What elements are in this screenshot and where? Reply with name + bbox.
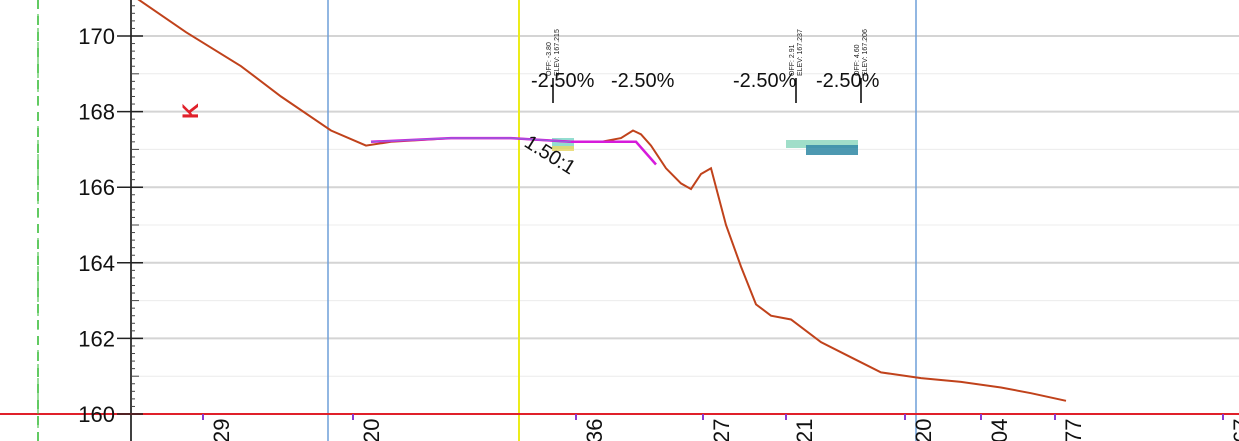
offset-marker-0: OFF: -3.80 ELEV: 167.215 (546, 29, 561, 103)
pavement-layer-left-base (552, 146, 574, 151)
offset-marker-elev-label: ELEV: 167.206 (862, 29, 869, 76)
offset-marker-offset-label: OFF: 2.91 (789, 44, 796, 76)
slope-label-1: -2.50% (611, 70, 675, 92)
offset-markers: OFF: -3.80 ELEV: 167.215 OFF: 2.91 ELEV: 16… (546, 29, 869, 103)
slope-labels: -2.50% -2.50% -2.50% -2.50%1.50:1 (520, 70, 879, 179)
x-tick-label-1: 20 (359, 419, 384, 441)
vertical-lines (37, 0, 917, 441)
pavement-layer-right-subbase (806, 145, 858, 155)
x-tick-label-8: 67 (1229, 419, 1239, 441)
offset-marker-offset-label: OFF: -3.80 (546, 42, 553, 76)
y-tick-label: 168 (78, 100, 115, 125)
slope-label-0: -2.50% (531, 70, 595, 92)
slope-label-3: -2.50% (816, 70, 880, 92)
y-tick-label: 170 (78, 24, 115, 49)
offset-marker-elev-label: ELEV: 167.215 (554, 29, 561, 76)
offset-marker-offset-label: OFF: 4.60 (854, 44, 861, 76)
x-ticks: 29 20 36 27 21 20 04 77 67 (202, 414, 1239, 441)
x-tick-label-6: 04 (987, 419, 1012, 441)
grid (131, 35, 1239, 377)
y-axis-title-fragment: K (178, 103, 203, 119)
ground-profile-line (137, 0, 1067, 402)
x-tick-label-7: 77 (1061, 419, 1086, 441)
design-section-line-overlay (370, 137, 572, 143)
x-tick-label-4: 21 (792, 419, 817, 441)
x-tick-label-0: 29 (209, 419, 234, 441)
y-tick-label: 164 (78, 251, 115, 276)
series (137, 0, 1067, 402)
offset-marker-elev-label: ELEV: 167.237 (797, 29, 804, 76)
y-tick-label: 160 (78, 402, 115, 427)
y-tick-label: 166 (78, 175, 115, 200)
design-section-line (370, 136, 657, 166)
pavement-layer-right (786, 140, 858, 148)
offset-marker-2: OFF: 4.60 ELEV: 167.206 (854, 29, 869, 103)
x-tick-label-2: 36 (582, 419, 607, 441)
slope-label-2: -2.50% (733, 70, 797, 92)
pavement-structure (552, 138, 858, 155)
x-tick-label-3: 27 (709, 419, 734, 441)
y-tick-label: 162 (78, 326, 115, 351)
offset-marker-1: OFF: 2.91 ELEV: 167.237 (789, 29, 804, 103)
pavement-layer-left (552, 138, 574, 149)
x-tick-label-5: 20 (911, 419, 936, 441)
y-ticks: 160 162 164 166 168 170 (78, 5, 143, 427)
